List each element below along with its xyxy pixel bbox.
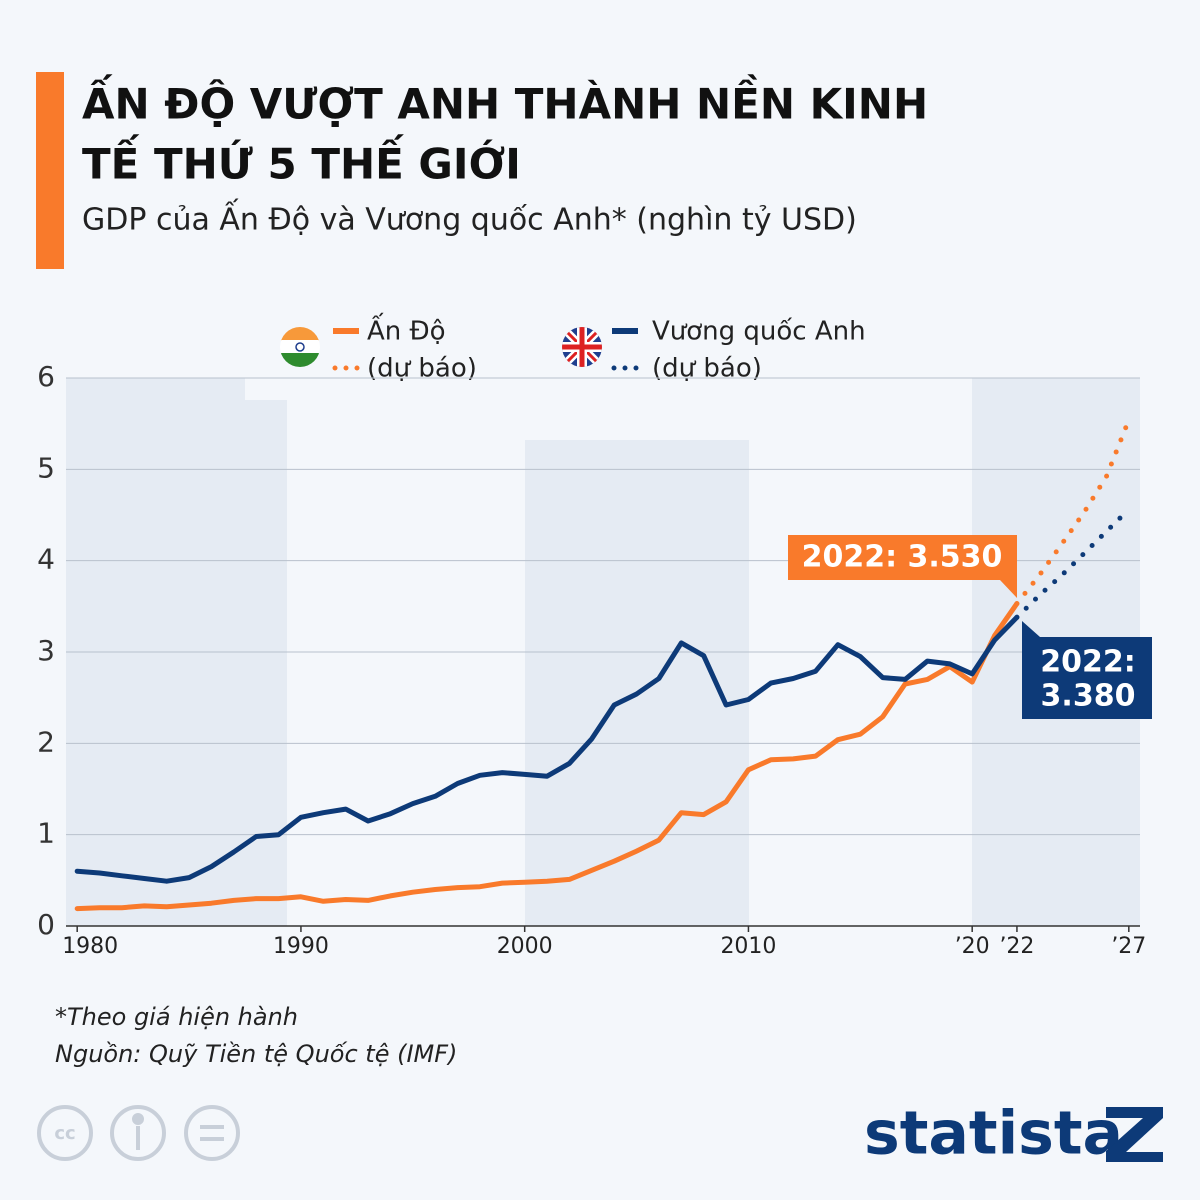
y-tick-label: 4 xyxy=(37,543,55,576)
x-tick-label: 2010 xyxy=(720,934,776,959)
annotation: 2022: 3.530 xyxy=(802,540,1003,575)
brand: statista xyxy=(864,1099,1123,1169)
annotation-box xyxy=(788,535,1017,598)
series-line xyxy=(1014,507,1132,620)
x-tick-label: ’22 xyxy=(999,934,1034,959)
chart-title: TẾ THỨ 5 THẾ GIỚI xyxy=(82,134,521,189)
legend-label: Ấn Độ xyxy=(367,312,446,347)
legend-label: Vương quốc Anh xyxy=(652,317,866,347)
y-tick-label: 6 xyxy=(37,360,55,393)
cc-label: cc xyxy=(54,1123,75,1144)
india-flag xyxy=(280,327,320,367)
band xyxy=(525,440,749,926)
legend-label: (dự báo) xyxy=(652,354,762,384)
x-tick-label: ’20 xyxy=(955,934,990,959)
y-tick-label: 5 xyxy=(37,451,55,484)
legend-label: (dự báo) xyxy=(367,354,477,384)
plot: 0 1 2 3 4 5 6 1980 1990 2000 2010 ’20 ’22 ’27 2022: 3.… xyxy=(37,360,1152,959)
x-tick-label: ’27 xyxy=(1111,934,1146,959)
annotation: 2022: xyxy=(1040,645,1136,680)
series-line xyxy=(74,614,1020,884)
brand-logo xyxy=(1106,1107,1163,1162)
chart-subtitle: GDP của Ấn Độ và Vương quốc Anh* (nghìn … xyxy=(82,199,857,238)
footnote: Nguồn: Quỹ Tiền tệ Quốc tệ (IMF) xyxy=(55,1040,457,1068)
license-icons xyxy=(37,1105,240,1161)
uk-flag xyxy=(562,327,602,367)
series-line xyxy=(74,601,1020,912)
chart-title: ẤN ĐỘ VƯỢT ANH THÀNH NỀN KINH xyxy=(82,73,928,129)
y-tick-label: 2 xyxy=(37,725,55,758)
footnote: *Theo giá hiện hành xyxy=(55,1003,298,1031)
y-tick-label: 3 xyxy=(37,634,55,667)
title-accent xyxy=(36,72,64,269)
annotation-box xyxy=(1022,621,1152,719)
y-tick-label: 0 xyxy=(37,908,55,941)
annotation: 3.380 xyxy=(1041,679,1136,714)
y-tick-label: 1 xyxy=(37,817,55,850)
x-tick-label: 2000 xyxy=(497,934,553,959)
x-tick-label: 1980 xyxy=(62,934,118,959)
x-tick-label: 1990 xyxy=(273,934,329,959)
